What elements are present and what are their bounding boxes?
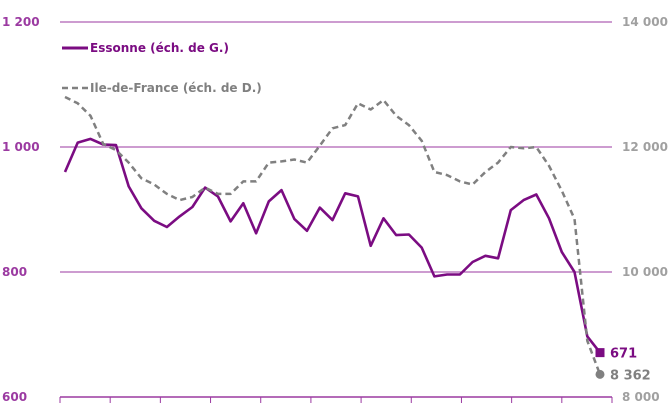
legend-item-essonne: Essonne (éch. de G.) xyxy=(62,41,229,55)
end-label-idf: 8 362 xyxy=(610,368,651,383)
left-tick-label: 1 000 xyxy=(2,140,40,154)
left-tick-label: 600 xyxy=(2,390,27,404)
end-marker-essonne xyxy=(595,348,605,358)
legend: Essonne (éch. de G.) Ile-de-France (éch.… xyxy=(62,41,262,95)
legend-label-idf: Ile-de-France (éch. de D.) xyxy=(90,81,262,95)
left-tick-label: 800 xyxy=(2,265,27,279)
end-marker-idf xyxy=(595,369,605,379)
series-lines xyxy=(63,95,602,375)
end-labels: 671 8 362 xyxy=(595,347,651,383)
left-axis: 600 800 1 000 1 200 xyxy=(2,15,40,404)
right-tick-label: 12 000 xyxy=(622,140,668,154)
end-label-essonne: 671 xyxy=(610,347,637,362)
legend-label-essonne: Essonne (éch. de G.) xyxy=(90,41,229,55)
series-line-essonne xyxy=(63,137,602,354)
left-tick-label: 1 200 xyxy=(2,15,40,29)
legend-item-idf: Ile-de-France (éch. de D.) xyxy=(62,81,262,95)
series-line-idf xyxy=(64,95,602,375)
right-tick-label: 14 000 xyxy=(622,15,668,29)
right-tick-label: 8 000 xyxy=(622,390,660,404)
right-axis: 8 000 10 000 12 000 14 000 xyxy=(622,15,668,404)
x-axis xyxy=(59,396,613,403)
right-tick-label: 10 000 xyxy=(622,265,668,279)
